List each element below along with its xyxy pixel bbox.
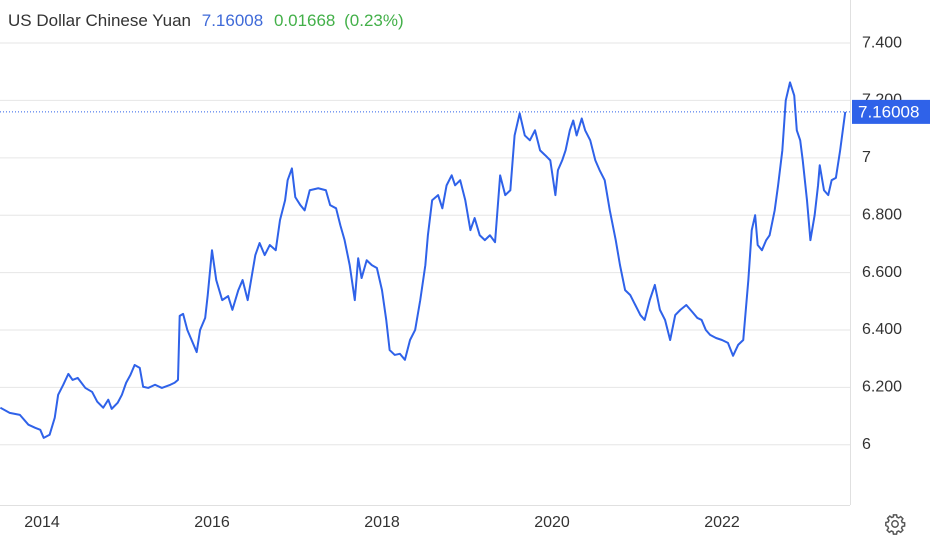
x-tick-label: 2020: [534, 514, 570, 531]
last-price-badge: [852, 99, 930, 124]
y-tick-label: 7.400: [862, 34, 902, 51]
y-tick-label: 6.200: [862, 379, 902, 396]
header: US Dollar Chinese Yuan 7.16008 0.01668 (…: [8, 11, 410, 31]
x-tick-label: 2014: [24, 514, 60, 531]
y-tick-label: 7: [862, 149, 871, 166]
gear-icon: [885, 514, 906, 535]
last-price: 7.16008: [201, 11, 264, 30]
y-tick-label: 6: [862, 436, 871, 453]
x-tick-label: 2016: [194, 514, 230, 531]
y-tick-label: 6.600: [862, 264, 902, 281]
y-tick-label: 6.800: [862, 206, 902, 223]
x-tick-label: 2022: [704, 514, 740, 531]
price-line: [0, 81, 847, 439]
change-percent: (0.23%): [344, 11, 404, 30]
last-price-label: 7.16008: [858, 102, 919, 121]
x-tick-label: 2018: [364, 514, 400, 531]
change: 0.01668: [273, 11, 336, 30]
settings-button[interactable]: [884, 513, 906, 535]
y-tick-label: 6.400: [862, 321, 902, 338]
chart-title: US Dollar Chinese Yuan: [8, 11, 192, 30]
